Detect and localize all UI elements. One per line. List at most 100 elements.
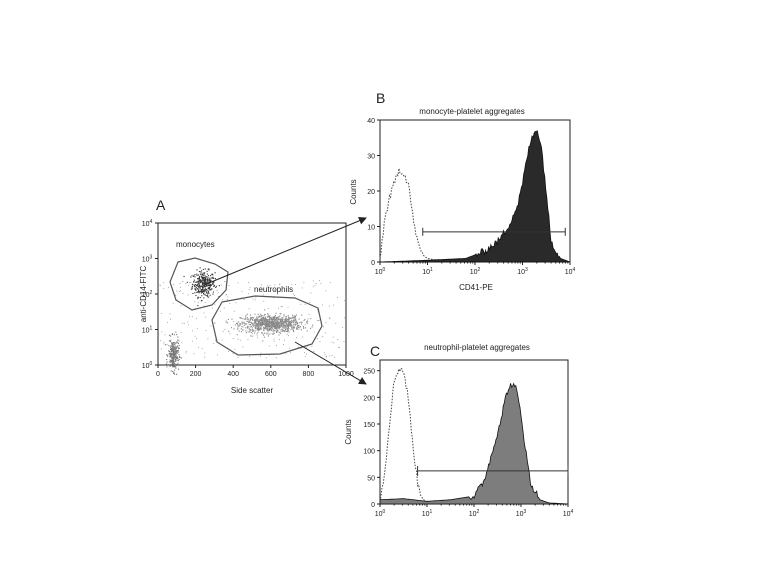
scatter-point — [282, 325, 284, 327]
scatter-point — [202, 290, 204, 292]
scatter-point — [204, 275, 206, 277]
x-tick-label: 0 — [156, 371, 160, 378]
scatter-point — [172, 362, 174, 364]
scatter-point — [199, 267, 201, 269]
scatter-point — [176, 334, 178, 336]
scatter-point — [255, 325, 257, 327]
x-tick-label: 100 — [375, 267, 386, 276]
scatter-point — [257, 313, 259, 315]
scatter-point — [262, 322, 264, 324]
scatter-point — [271, 329, 273, 331]
scatter-point — [304, 355, 306, 357]
scatter-point — [201, 276, 203, 278]
scatter-point — [274, 324, 276, 326]
scatter-point — [279, 313, 281, 315]
scatter-point — [262, 340, 264, 342]
scatter-point — [237, 357, 239, 358]
scatter-point — [265, 328, 267, 330]
scatter-point — [342, 327, 344, 328]
scatter-point — [300, 329, 302, 331]
scatter-point — [209, 278, 211, 280]
scatter-point — [214, 322, 216, 324]
scatter-point — [166, 343, 168, 345]
scatter-point — [298, 325, 300, 327]
scatter-point — [254, 327, 256, 329]
scatter-point — [282, 321, 284, 323]
scatter-point — [191, 275, 193, 277]
scatter-point — [269, 324, 271, 326]
scatter-point — [175, 358, 177, 360]
scatter-point — [187, 321, 189, 323]
scatter-point — [269, 326, 271, 328]
scatter-point — [205, 281, 207, 283]
scatter-point — [172, 352, 174, 354]
scatter-point — [313, 351, 315, 352]
scatter-point — [173, 364, 175, 366]
scatter-point — [202, 287, 204, 289]
panel-b: B monocyte-platelet aggregates 100 101 102… — [349, 90, 576, 292]
scatter-point — [236, 322, 238, 324]
scatter-point — [206, 273, 208, 275]
scatter-point — [177, 358, 179, 360]
scatter-point — [285, 329, 287, 331]
scatter-point — [262, 329, 264, 331]
scatter-point — [249, 330, 251, 332]
scatter-point — [215, 287, 217, 289]
scatter-point — [269, 322, 271, 324]
scatter-point — [227, 322, 229, 324]
scatter-point — [305, 327, 307, 329]
scatter-point — [270, 322, 272, 324]
scatter-point — [275, 357, 277, 359]
scatter-point — [204, 292, 205, 294]
scatter-point — [267, 325, 269, 327]
scatter-point — [202, 288, 204, 290]
scatter-point — [263, 315, 265, 317]
scatter-point — [168, 286, 169, 288]
x-tick-label: 103 — [516, 509, 527, 518]
scatter-point — [190, 282, 192, 283]
y-tick-label: 150 — [363, 422, 375, 429]
scatter-point — [173, 365, 175, 367]
scatter-point — [271, 324, 273, 326]
scatter-point — [169, 313, 171, 315]
scatter-point — [173, 353, 175, 355]
scatter-point — [167, 355, 169, 357]
scatter-point — [254, 321, 256, 323]
scatter-point — [200, 272, 202, 274]
scatter-point — [173, 349, 175, 351]
scatter-point — [179, 355, 181, 357]
scatter-point — [211, 277, 213, 279]
scatter-point — [208, 292, 210, 294]
scatter-point — [214, 272, 216, 274]
scatter-point — [256, 327, 258, 329]
arrow-to-panel-c — [294, 341, 367, 385]
scatter-point — [278, 323, 280, 324]
scatter-point — [207, 277, 209, 279]
scatter-point — [169, 334, 171, 336]
scatter-point — [273, 325, 275, 327]
scatter-point — [233, 321, 234, 322]
scatter-point — [292, 327, 294, 329]
scatter-point — [203, 285, 205, 287]
scatter-point — [202, 275, 204, 277]
scatter-point — [201, 280, 203, 282]
scatter-point — [318, 319, 320, 321]
scatter-point — [197, 298, 199, 300]
scatter-point — [177, 339, 179, 340]
scatter-point — [272, 319, 274, 321]
panel-b-histograms — [379, 130, 571, 263]
scatter-point — [295, 319, 297, 321]
scatter-point — [269, 315, 271, 317]
scatter-point — [242, 346, 244, 348]
scatter-point — [205, 291, 207, 293]
scatter-point — [247, 339, 249, 341]
scatter-point — [236, 334, 238, 336]
scatter-point — [174, 369, 176, 371]
scatter-point — [239, 317, 241, 319]
scatter-point — [248, 326, 250, 328]
scatter-point — [212, 283, 214, 285]
scatter-point — [201, 285, 203, 287]
scatter-point — [238, 321, 240, 323]
scatter-point — [293, 320, 295, 322]
scatter-point — [261, 332, 262, 334]
